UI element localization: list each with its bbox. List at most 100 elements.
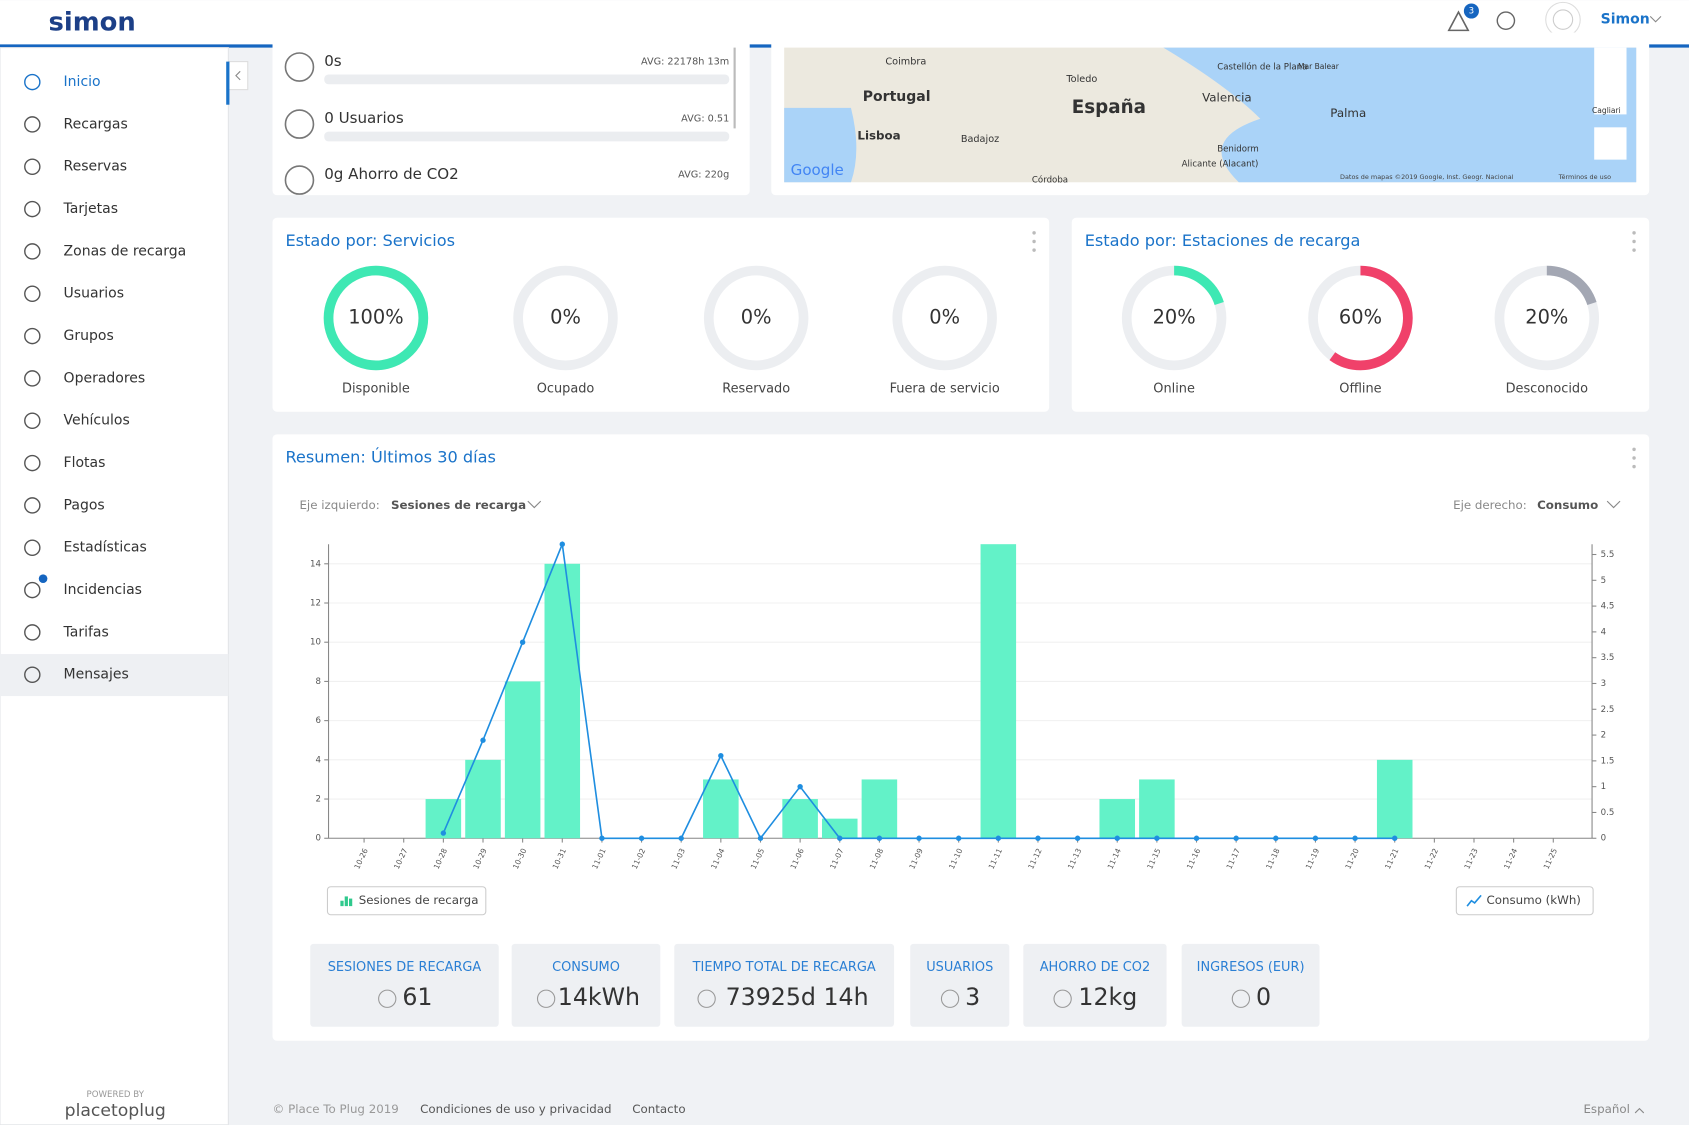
legend-label[interactable]: Consumo (kWh) [1486,893,1580,907]
y-tick-label: 6 [316,716,321,726]
y2-tick-label: 4.5 [1601,602,1615,612]
menu-icon [24,581,41,599]
select-chevron [527,500,542,509]
map-terms[interactable]: Términos de uso [1558,173,1611,181]
menu-item[interactable]: Vehículos [64,413,130,429]
line-point [1193,835,1200,841]
kebab-dot[interactable] [1032,231,1036,235]
map-label: Lisboa [857,128,900,142]
bar [544,563,581,839]
summary-value: 0 [1256,983,1271,1011]
legend-icon [340,900,344,907]
terms-link[interactable]: Condiciones de uso y privacidad [420,1102,611,1116]
bar [703,779,739,839]
logo[interactable]: simon [48,7,135,37]
metric-value: 0 Usuarios [324,109,404,127]
fullscreen[interactable] [1594,127,1627,160]
summary-box [1023,943,1167,1027]
map-attribution: Datos de mapas ©2019 Google, Inst. Geogr… [1340,173,1514,181]
summary-label: USUARIOS [926,960,993,975]
scrollbar [733,47,736,129]
menu-item[interactable]: Tarifas [63,624,109,640]
summary-box [310,943,499,1027]
right-axis-select[interactable]: Consumo [1537,498,1598,512]
map-label: Castellón de la Plana [1217,62,1307,73]
user-chevron[interactable] [1649,15,1662,23]
kebab-dot[interactable] [1632,456,1636,460]
kebab-dot[interactable] [1032,248,1036,252]
language[interactable]: Español [1583,1102,1629,1116]
menu-item[interactable]: Zonas de recarga [64,243,187,259]
y-tick-label: 2 [316,795,321,805]
bar [1099,799,1136,839]
menu-item[interactable]: Inicio [64,74,101,90]
map-label: Coimbra [885,57,926,68]
kebab-dot[interactable] [1632,447,1636,452]
metric-avg: AVG: 220g [678,170,729,181]
menu-item[interactable]: Grupos [64,328,114,344]
summary-icon [536,989,556,1008]
map-label: Toledo [1065,74,1097,85]
contact-link[interactable]: Contacto [632,1102,685,1116]
metric-avg: AVG: 22178h 13m [641,57,729,68]
y-tick-label: 12 [310,599,321,609]
map-label: Benidorm [1217,144,1259,154]
collapse-button[interactable] [227,61,249,91]
chat-icon[interactable] [1496,11,1516,31]
menu-icon [24,73,41,91]
menu-item[interactable]: Operadores [64,370,146,386]
alert-icon[interactable] [1447,10,1470,32]
summary-value: 3 [965,983,980,1011]
bar [821,818,858,839]
line-point [876,835,883,841]
menu-item[interactable]: Incidencias [64,582,142,598]
line-point [757,835,764,841]
menu-icon [24,158,41,175]
line-point [995,835,1002,841]
language-chevron[interactable] [1634,1107,1645,1114]
line-point [837,835,843,841]
menu-item[interactable]: Flotas [64,455,106,471]
user-name[interactable]: Simon [1601,12,1650,28]
zoom-controls[interactable] [1594,47,1627,115]
menu-item[interactable]: Reservas [64,159,128,175]
line-point [559,541,565,547]
menu-icon [24,624,41,641]
y2-tick-label: 2.5 [1601,705,1615,715]
legend-box[interactable] [1455,886,1594,916]
menu-item[interactable]: Recargas [64,116,128,132]
menu-item[interactable]: Usuarios [64,286,125,302]
menu-item[interactable]: Pagos [64,497,105,513]
menu-item[interactable]: Mensajes [64,667,129,683]
legend-box[interactable] [326,886,487,916]
line-point [519,639,526,645]
kebab-dot[interactable] [1632,464,1636,469]
menu-icon [24,412,41,429]
avatar[interactable] [1545,1,1581,38]
line-point [440,830,447,836]
metric-bar [324,131,730,142]
kebab-dot[interactable] [1032,239,1036,244]
kebab-dot[interactable] [1632,239,1636,244]
donut-name: Desconocido [1506,382,1589,397]
bar [782,799,818,839]
donut-arc [323,265,429,371]
menu-item[interactable]: Tarjetas [63,201,118,217]
legend-label[interactable]: Sesiones de recarga [359,893,479,907]
donut-label: 0% [550,305,581,328]
summary-label: CONSUMO [552,960,620,975]
y2-tick-label: 3 [1601,679,1606,689]
kebab-dot[interactable] [1632,248,1636,252]
powered-by: POWERED BY [87,1090,145,1100]
summary-box [910,943,1010,1027]
map-ocean [784,107,857,183]
metric-icon [284,165,315,195]
left-axis-select[interactable]: Sesiones de recarga [391,498,526,512]
menu-item[interactable]: Estadísticas [64,540,147,556]
left-axis-label: Eje izquierdo: [299,498,379,512]
kebab-dot[interactable] [1632,231,1636,235]
line-point [638,835,645,841]
line-point [1233,835,1239,841]
bar [504,681,541,839]
